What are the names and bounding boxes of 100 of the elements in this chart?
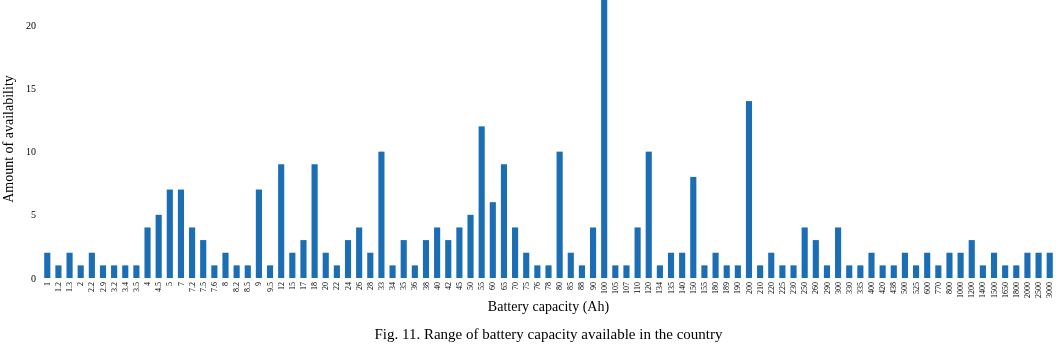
- x-tick-label: 1800: [1011, 282, 1021, 298]
- x-tick-label: 35: [399, 282, 409, 290]
- x-tick-label: 9: [254, 282, 264, 286]
- bar: [623, 265, 630, 278]
- bar: [411, 265, 418, 278]
- bar: [968, 240, 975, 278]
- bar: [422, 240, 430, 278]
- bar: [244, 265, 251, 278]
- x-tick-label: 45: [454, 282, 464, 290]
- x-tick-label: 7.2: [187, 282, 197, 292]
- x-tick-label: 140: [677, 282, 687, 294]
- x-tick-label: 260: [811, 282, 821, 294]
- bar: [200, 240, 207, 278]
- y-tick-label: 10: [26, 146, 36, 158]
- bar: [979, 265, 986, 278]
- x-tick-label: 36: [410, 282, 420, 290]
- x-tick-label: 9.5: [265, 282, 275, 292]
- x-tick-label: 438: [889, 282, 899, 294]
- x-tick-label: 28: [365, 282, 375, 290]
- x-tick-label: 22: [332, 282, 342, 290]
- x-tick-label: 1: [42, 282, 52, 286]
- bar: [601, 0, 608, 278]
- bar: [745, 101, 753, 278]
- bar: [779, 265, 786, 278]
- bar: [378, 151, 385, 278]
- bar: [935, 265, 942, 278]
- x-tick-label: 75: [521, 282, 531, 290]
- x-tick-label: 55: [477, 282, 487, 290]
- bar: [946, 252, 953, 278]
- bar: [344, 240, 352, 278]
- bar: [890, 265, 897, 278]
- bar: [88, 252, 95, 278]
- x-tick-label: 225: [777, 282, 787, 294]
- x-tick-label: 1500: [989, 282, 999, 298]
- x-tick-label: 1.2: [53, 282, 63, 292]
- bar: [1013, 265, 1020, 278]
- x-tick-label: 1650: [1000, 282, 1010, 298]
- bar: [734, 265, 741, 278]
- bar: [233, 265, 240, 278]
- bar: [512, 227, 519, 278]
- x-tick-label: 33: [376, 282, 386, 290]
- bar: [55, 265, 62, 278]
- bar: [367, 252, 374, 278]
- bar: [478, 126, 485, 278]
- bar: [835, 227, 842, 278]
- x-tick-label: 3.2: [109, 282, 119, 292]
- bar: [300, 240, 307, 278]
- x-tick-label: 50: [466, 282, 476, 290]
- x-tick-label: 155: [699, 282, 709, 294]
- bar: [177, 189, 185, 278]
- x-tick-label: 189: [722, 282, 732, 294]
- x-tick-label: 2.2: [87, 282, 97, 292]
- y-tick-label: 0: [31, 272, 36, 284]
- x-tick-label: 2: [76, 282, 86, 286]
- x-tick-label: 330: [844, 282, 854, 294]
- x-tick-label: 335: [855, 282, 865, 294]
- text: Fig. 11. Range of battery capacity available in the country: [374, 326, 724, 342]
- bar: [523, 252, 530, 278]
- x-tick-label: 78: [544, 282, 554, 290]
- bar: [322, 252, 329, 278]
- x-tick-label: 134: [655, 282, 665, 294]
- bar: [389, 265, 396, 278]
- x-tick-label: 500: [900, 282, 910, 294]
- x-tick-label: 60: [488, 282, 498, 290]
- x-tick-label: 12: [276, 282, 286, 290]
- bar: [901, 252, 908, 278]
- x-tick-label: 7: [176, 282, 186, 286]
- bar: [189, 227, 196, 278]
- bar: [445, 240, 452, 278]
- x-tick-label: 230: [789, 282, 799, 294]
- bar: [311, 164, 318, 278]
- x-tick-label: 1400: [978, 282, 988, 298]
- x-tick-label: 800: [945, 282, 955, 294]
- x-tick-label: 8: [221, 282, 231, 286]
- bar: [144, 227, 151, 278]
- bar: [990, 252, 998, 278]
- bar: [712, 252, 719, 278]
- x-tick-label: 120: [644, 282, 654, 294]
- x-tick-label: 7.6: [209, 282, 219, 292]
- bar: [489, 202, 496, 278]
- x-tick-label: 4: [143, 282, 153, 286]
- x-tick-label: 135: [666, 282, 676, 294]
- x-tick-label: 1.3: [65, 282, 75, 292]
- bar: [467, 214, 474, 278]
- x-tick-label: 3.5: [131, 282, 141, 292]
- x-tick-label: 8.5: [243, 282, 253, 292]
- bar: [679, 252, 686, 278]
- bar: [133, 265, 140, 278]
- x-tick-label: 40: [432, 282, 442, 290]
- bar: [578, 265, 585, 278]
- bar: [757, 265, 764, 278]
- bar: [612, 265, 619, 278]
- bar: [912, 265, 920, 278]
- x-tick-label: 600: [922, 282, 932, 294]
- bar: [857, 265, 864, 278]
- bar: [1024, 252, 1031, 278]
- x-tick-label: 180: [711, 282, 721, 294]
- bar: [456, 227, 463, 278]
- y-axis-title: Amount of availability: [1, 75, 16, 203]
- x-tick-label: 250: [800, 282, 810, 294]
